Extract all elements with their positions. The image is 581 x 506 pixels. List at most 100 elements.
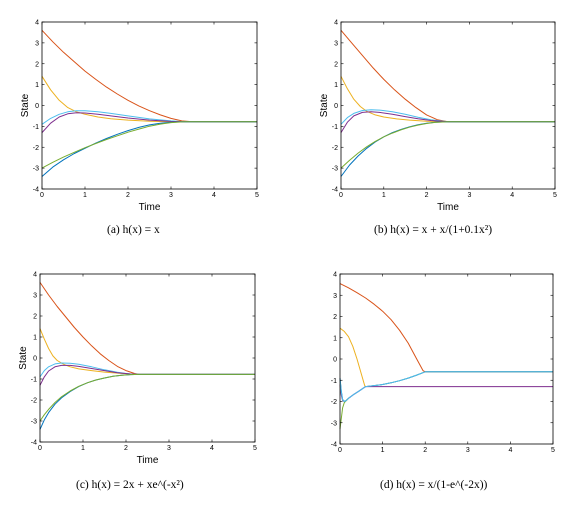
x-tick-label: 1 bbox=[83, 192, 87, 199]
y-tick-label: 1 bbox=[334, 82, 338, 89]
y-tick-label: 3 bbox=[33, 293, 37, 300]
caption-b: (b) h(x) = x + x/(1+0.1x²) bbox=[374, 224, 493, 236]
y-tick-label: 0 bbox=[333, 357, 337, 364]
x-tick-label: 1 bbox=[81, 445, 85, 452]
x-tick-label: 5 bbox=[553, 192, 557, 199]
plot-b: 0 1 2 3 4 5 -4 -3 -2 -1 0 1 2 3 4 Time State bbox=[319, 20, 557, 214]
series-line-b-4 bbox=[340, 121, 555, 177]
series-line-b-1 bbox=[340, 76, 555, 123]
y-tick-label: -2 bbox=[332, 145, 338, 152]
series-line-a-0 bbox=[41, 29, 257, 123]
series-line-c-4 bbox=[39, 373, 255, 430]
chart-panel-c: 0 1 2 3 4 5 -4 -3 -2 -1 0 1 2 3 4 Time State (c) h(x) = … bbox=[0, 254, 290, 506]
series-line-d-3 bbox=[339, 384, 553, 402]
x-tick-label: 5 bbox=[551, 447, 555, 454]
series-line-a-4 bbox=[41, 121, 257, 177]
y-tick-label: 0 bbox=[35, 103, 39, 110]
series-line-c-0 bbox=[39, 282, 255, 375]
y-tick-label: -2 bbox=[31, 398, 37, 405]
x-tick-label: 5 bbox=[255, 192, 259, 199]
x-tick-label: 4 bbox=[210, 445, 214, 452]
x-tick-label: 2 bbox=[425, 192, 429, 199]
x-tick-label: 3 bbox=[467, 192, 471, 199]
y-tick-label: 4 bbox=[35, 20, 39, 27]
x-tick-label: 3 bbox=[466, 447, 470, 454]
x-tick-label: 3 bbox=[169, 192, 173, 199]
y-tick-label: -1 bbox=[331, 378, 337, 385]
y-tick-label: -2 bbox=[33, 145, 39, 152]
y-tick-label: 0 bbox=[33, 356, 37, 363]
y-tick-label: 3 bbox=[334, 40, 338, 47]
series-line-d-0 bbox=[339, 283, 553, 373]
x-tick-label: 1 bbox=[382, 192, 386, 199]
chart-panel-a: 0 1 2 3 4 5 -4 -3 -2 -1 0 1 2 3 4 Time State (a) h(x) = … bbox=[0, 0, 290, 250]
y-tick-label: 2 bbox=[33, 314, 37, 321]
x-tick-label: 4 bbox=[510, 192, 514, 199]
x-tick-label: 4 bbox=[508, 447, 512, 454]
x-axis-label: Time bbox=[437, 202, 459, 213]
series-line-d-1 bbox=[339, 327, 553, 388]
plot-a: 0 1 2 3 4 5 -4 -3 -2 -1 0 1 2 3 4 Time State bbox=[20, 20, 259, 214]
y-tick-label: -2 bbox=[331, 399, 337, 406]
y-tick-label: 1 bbox=[33, 335, 37, 342]
x-axis-label: Time bbox=[139, 202, 161, 213]
y-tick-label: -1 bbox=[332, 124, 338, 131]
series-line-a-5 bbox=[41, 121, 257, 169]
x-tick-label: 2 bbox=[423, 447, 427, 454]
x-tick-label: 0 bbox=[339, 192, 343, 199]
x-tick-label: 0 bbox=[338, 447, 342, 454]
y-tick-label: -4 bbox=[31, 440, 37, 447]
y-tick-label: -3 bbox=[332, 166, 338, 173]
y-tick-label: -4 bbox=[332, 187, 338, 194]
y-tick-label: -4 bbox=[33, 187, 39, 194]
caption-d: (d) h(x) = x/(1-e^(-2x)) bbox=[380, 479, 488, 491]
series-line-d-5 bbox=[339, 371, 553, 402]
plot-frame-b bbox=[340, 21, 556, 190]
x-tick-label: 3 bbox=[167, 445, 171, 452]
series-line-b-5 bbox=[340, 121, 555, 169]
plot-frame-c bbox=[39, 273, 256, 443]
plot-c: 0 1 2 3 4 5 -4 -3 -2 -1 0 1 2 3 4 Time State bbox=[18, 272, 257, 467]
chart-panel-b: 0 1 2 3 4 5 -4 -3 -2 -1 0 1 2 3 4 Time State (b) h(x) = … bbox=[298, 0, 581, 250]
series-line-b-0 bbox=[340, 29, 555, 123]
y-tick-label: 3 bbox=[333, 293, 337, 300]
y-tick-label: 4 bbox=[334, 20, 338, 27]
y-tick-label: -3 bbox=[331, 420, 337, 427]
y-tick-label: -3 bbox=[33, 166, 39, 173]
y-axis-label: State bbox=[18, 346, 29, 370]
y-tick-label: 3 bbox=[35, 40, 39, 47]
plot-frame-d bbox=[339, 273, 554, 445]
series-line-c-1 bbox=[39, 328, 255, 375]
series-line-a-1 bbox=[41, 76, 257, 123]
x-tick-label: 2 bbox=[124, 445, 128, 452]
chart-panel-d: 0 1 2 3 4 5 -4 -3 -2 -1 0 1 2 3 4 (d) h(x) = x/(1-e^(-… bbox=[298, 254, 581, 506]
caption-c: (c) h(x) = 2x + xe^(-x²) bbox=[76, 479, 184, 491]
y-axis-label: State bbox=[20, 93, 31, 117]
series-line-c-3 bbox=[39, 364, 255, 386]
plot-frame-a bbox=[41, 21, 258, 190]
x-tick-label: 4 bbox=[212, 192, 216, 199]
y-tick-label: 2 bbox=[35, 61, 39, 68]
plot-d: 0 1 2 3 4 5 -4 -3 -2 -1 0 1 2 3 4 bbox=[331, 272, 555, 455]
x-tick-label: 1 bbox=[381, 447, 385, 454]
y-tick-label: 1 bbox=[35, 82, 39, 89]
x-tick-label: 0 bbox=[38, 445, 42, 452]
x-tick-label: 0 bbox=[40, 192, 44, 199]
series-line-c-5 bbox=[39, 373, 255, 422]
y-tick-label: 2 bbox=[333, 314, 337, 321]
y-tick-label: -1 bbox=[31, 377, 37, 384]
caption-a: (a) h(x) = x bbox=[107, 224, 160, 236]
x-axis-label: Time bbox=[137, 455, 159, 466]
series-line-d-4 bbox=[339, 397, 349, 430]
y-tick-label: 2 bbox=[334, 61, 338, 68]
y-tick-label: 1 bbox=[333, 335, 337, 342]
y-tick-label: -3 bbox=[31, 419, 37, 426]
series-line-a-3 bbox=[41, 112, 257, 133]
x-tick-label: 5 bbox=[253, 445, 257, 452]
x-tick-label: 2 bbox=[126, 192, 130, 199]
y-axis-label: State bbox=[319, 93, 330, 117]
y-tick-label: -1 bbox=[33, 124, 39, 131]
y-tick-label: 4 bbox=[333, 272, 337, 279]
y-tick-label: 0 bbox=[334, 103, 338, 110]
y-tick-label: 4 bbox=[33, 272, 37, 279]
